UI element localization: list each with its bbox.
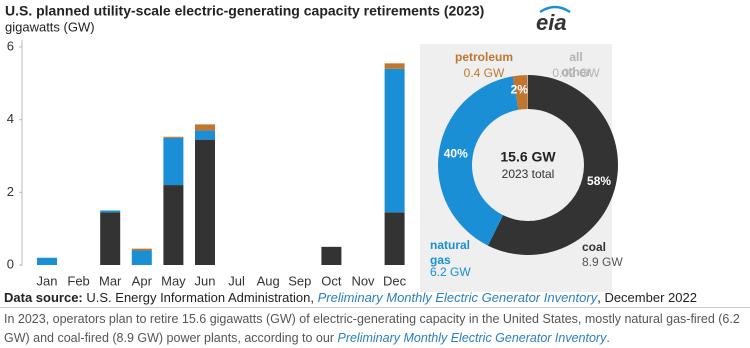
y-tick-label: 0: [7, 256, 14, 271]
source-title[interactable]: Preliminary Monthly Electric Generator I…: [317, 290, 598, 305]
bar-segment: [384, 68, 405, 213]
slice-value: 0.4 GW: [464, 66, 505, 80]
x-tick-label: Aug: [257, 273, 280, 288]
bar-segment: [100, 212, 121, 265]
source-date: , December 2022: [597, 290, 697, 305]
bar-segment: [321, 246, 342, 265]
donut-slice: [512, 75, 528, 110]
source-text: U.S. Energy Information Administration,: [86, 290, 314, 305]
bar-segment: [37, 257, 57, 265]
caption-link[interactable]: Preliminary Monthly Electric Generator I…: [337, 331, 607, 345]
bar-segment: [131, 248, 152, 251]
x-tick-label: Oct: [321, 273, 342, 288]
percent-label: 2%: [511, 82, 529, 96]
x-tick-label: May: [161, 273, 186, 288]
slice-name: coal: [582, 240, 606, 254]
bar-segment: [163, 137, 184, 186]
donut-slice: [487, 75, 618, 255]
percent-label: 58%: [587, 174, 611, 188]
data-source: Data source: U.S. Energy Information Adm…: [4, 290, 697, 305]
caption: In 2023, operators plan to retire 15.6 g…: [4, 310, 746, 348]
y-tick-label: 4: [7, 111, 14, 126]
center-label: 15.6 GW: [500, 149, 556, 165]
y-tick-label: 6: [7, 38, 14, 53]
chart-subtitle: gigawatts (GW): [5, 19, 95, 34]
slice-value: 0.02 GW: [552, 66, 600, 80]
x-tick-label: Nov: [351, 273, 375, 288]
caption-end: .: [606, 331, 610, 345]
slice-name: natural gas: [430, 238, 470, 267]
caption-text: In 2023, operators plan to retire 15.6 g…: [4, 312, 740, 345]
logo: eia: [536, 10, 567, 35]
x-tick-label: Feb: [67, 273, 89, 288]
chart: U.S. planned utility-scale electric-gene…: [5, 3, 623, 292]
bar-segment: [195, 124, 215, 131]
bar-segment: [131, 250, 152, 265]
x-tick-label: Mar: [99, 273, 122, 288]
center-sublabel: 2023 total: [502, 167, 555, 181]
bar-segment: [163, 185, 184, 265]
donut-slice: [527, 75, 528, 110]
chart-title: U.S. planned utility-scale electric-gene…: [5, 3, 484, 19]
x-tick-label: Sep: [288, 273, 311, 288]
bar-segment: [100, 210, 121, 213]
y-tick-label: 2: [7, 184, 14, 199]
bar-segment: [384, 63, 405, 69]
source-label: Data source:: [4, 290, 83, 305]
bar-segment: [195, 130, 215, 140]
donut-slice: [438, 76, 519, 246]
slice-name: petroleum: [455, 50, 513, 64]
divider: [0, 307, 750, 308]
slice-value: 8.9 GW: [582, 255, 623, 269]
slice-value: 6.2 GW: [430, 265, 471, 279]
bar-segment: [195, 139, 215, 265]
x-tick-label: Jun: [195, 273, 216, 288]
logo-arc: [539, 5, 571, 14]
percent-label: 40%: [444, 147, 468, 161]
x-tick-label: Dec: [383, 273, 407, 288]
x-tick-label: Jan: [37, 273, 58, 288]
bar-segment: [163, 136, 184, 138]
slice-name: all other: [561, 50, 591, 79]
x-tick-label: Apr: [132, 273, 153, 288]
x-tick-label: Jul: [228, 273, 245, 288]
bar-segment: [384, 212, 405, 265]
